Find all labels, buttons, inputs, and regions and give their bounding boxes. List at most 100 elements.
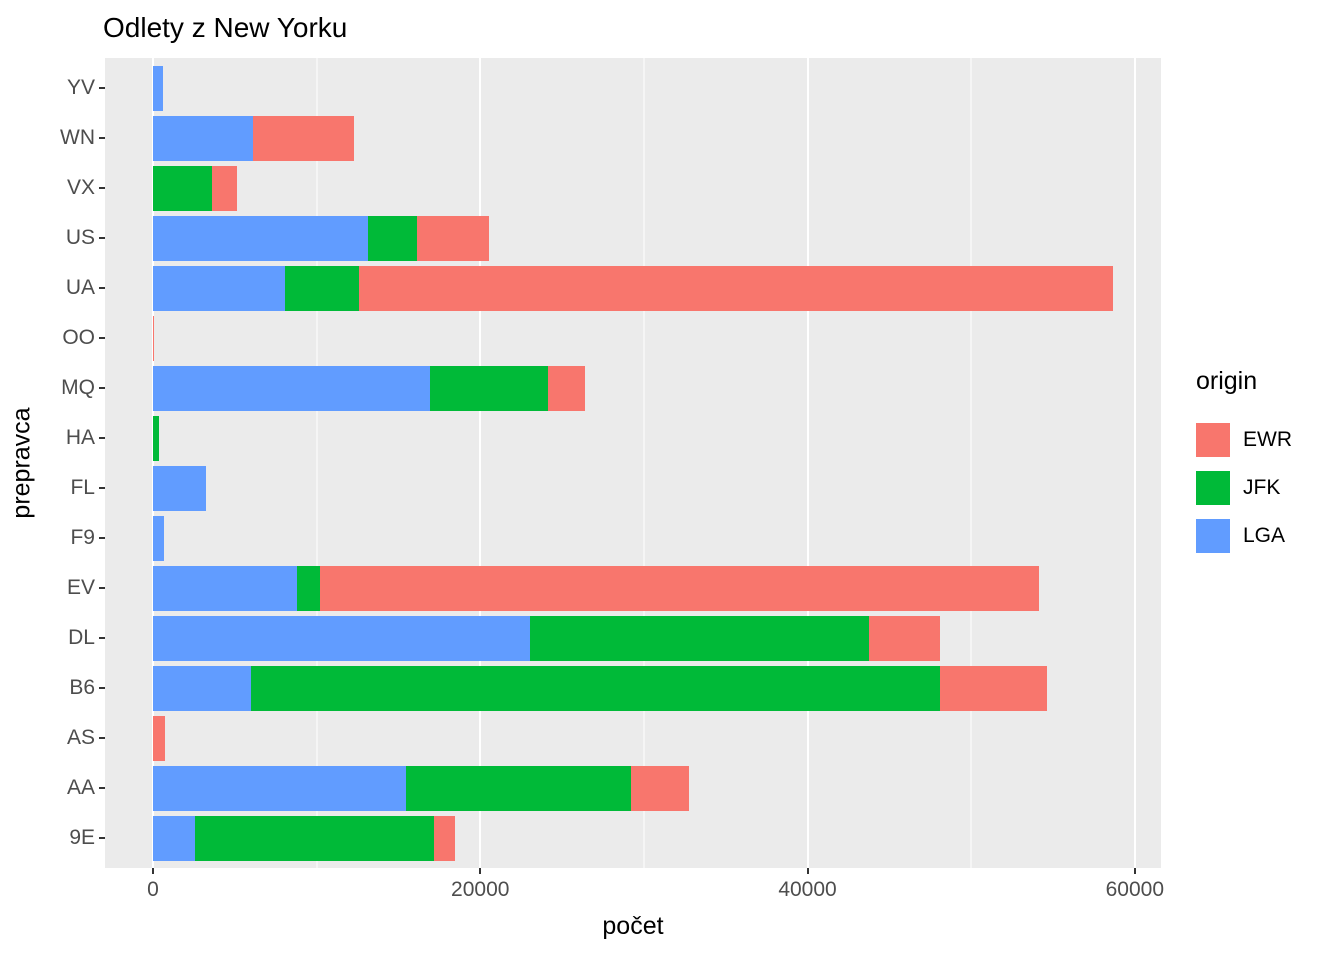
x-axis-ticks bbox=[105, 868, 1161, 874]
y-tick bbox=[99, 737, 105, 739]
bar-segment-9E-EWR bbox=[434, 815, 456, 861]
x-tick-label: 0 bbox=[147, 878, 159, 901]
legend: origin EWR JFK LGA bbox=[1196, 366, 1292, 560]
y-axis-ticks bbox=[99, 58, 105, 868]
bar-segment-EV-JFK bbox=[297, 565, 321, 611]
y-tick-label-F9: F9 bbox=[70, 526, 95, 549]
bar-segment-9E-JFK bbox=[194, 815, 435, 861]
major-gridline bbox=[479, 58, 482, 868]
y-tick-label-AS: AS bbox=[66, 726, 95, 749]
y-tick-label-YV: YV bbox=[66, 76, 95, 99]
bar-segment-US-JFK bbox=[367, 215, 417, 261]
y-axis-tick-labels: YV WN VX US UA OO MQ HA FL F9 EV DL B6 AS AA 9E bbox=[0, 58, 95, 868]
y-tick bbox=[99, 636, 105, 639]
lga-swatch-icon bbox=[1196, 519, 1230, 553]
major-gridline bbox=[151, 58, 154, 868]
y-tick bbox=[99, 787, 105, 789]
plot-panel bbox=[105, 58, 1161, 868]
legend-label: LGA bbox=[1243, 524, 1286, 547]
bar-segment-MQ-JFK bbox=[429, 365, 548, 411]
major-gridline bbox=[806, 58, 809, 868]
x-axis-title: počet bbox=[602, 912, 664, 940]
major-gridline bbox=[1133, 58, 1136, 868]
bar-segment-UA-EWR bbox=[358, 265, 1113, 311]
bar-segment-VX-EWR bbox=[211, 165, 238, 211]
bar-segment-MQ-EWR bbox=[547, 365, 585, 411]
y-tick-label-FL: FL bbox=[70, 476, 95, 499]
bar-segment-B6-JFK bbox=[251, 665, 940, 711]
bar-segment-MQ-LGA bbox=[152, 365, 430, 411]
y-tick bbox=[99, 687, 105, 689]
y-tick bbox=[99, 537, 105, 539]
legend-label: JFK bbox=[1243, 476, 1281, 499]
bar-segment-EV-EWR bbox=[320, 565, 1040, 611]
y-tick bbox=[99, 587, 105, 589]
legend-entry-EWR: EWR bbox=[1196, 416, 1292, 464]
ewr-swatch-icon bbox=[1196, 423, 1230, 457]
y-tick bbox=[99, 237, 105, 239]
bar-segment-AA-EWR bbox=[631, 765, 689, 811]
y-tick bbox=[99, 837, 105, 839]
bar-segment-DL-LGA bbox=[152, 615, 531, 661]
x-tick bbox=[1133, 868, 1136, 874]
y-tick bbox=[99, 87, 105, 89]
legend-entry-LGA: LGA bbox=[1196, 512, 1292, 560]
bar-segment-B6-EWR bbox=[939, 665, 1048, 711]
bar-segment-AA-LGA bbox=[152, 765, 406, 811]
bar-segment-WN-EWR bbox=[252, 115, 354, 161]
bar-segment-B6-LGA bbox=[152, 665, 252, 711]
x-tick bbox=[806, 868, 809, 874]
bar-segment-DL-EWR bbox=[869, 615, 941, 661]
x-axis-tick-labels: 0 20000 40000 60000 bbox=[105, 878, 1165, 904]
x-tick bbox=[479, 868, 482, 874]
jfk-swatch-icon bbox=[1196, 471, 1230, 505]
x-tick-label: 20000 bbox=[451, 878, 510, 901]
y-tick bbox=[99, 137, 105, 139]
y-tick bbox=[99, 487, 105, 489]
bar-segment-YV-LGA bbox=[152, 65, 163, 111]
y-tick bbox=[99, 287, 105, 289]
minor-gridline bbox=[970, 58, 972, 868]
chart-title: Odlety z New Yorku bbox=[103, 12, 348, 43]
bar-segment-DL-JFK bbox=[530, 615, 870, 661]
y-tick-label-US: US bbox=[65, 226, 95, 249]
minor-gridline bbox=[316, 58, 318, 868]
bar-segment-UA-LGA bbox=[152, 265, 285, 311]
bar-segment-EV-LGA bbox=[152, 565, 298, 611]
y-tick bbox=[99, 187, 105, 189]
x-tick bbox=[151, 868, 154, 874]
bar-segment-9E-LGA bbox=[152, 815, 195, 861]
y-tick-label-MQ: MQ bbox=[61, 376, 95, 399]
bar-segment-VX-JFK bbox=[152, 165, 212, 211]
y-tick-label-HA: HA bbox=[65, 426, 95, 449]
y-tick-label-EV: EV bbox=[66, 576, 95, 599]
bar-segment-HA-JFK bbox=[152, 415, 159, 461]
bar-segment-UA-JFK bbox=[284, 265, 359, 311]
y-tick-label-UA: UA bbox=[65, 276, 95, 299]
bar-segment-WN-LGA bbox=[152, 115, 253, 161]
legend-entry-JFK: JFK bbox=[1196, 464, 1292, 512]
bar-segment-AS-EWR bbox=[152, 715, 165, 761]
legend-entries: EWR JFK LGA bbox=[1196, 416, 1292, 560]
bar-segment-FL-LGA bbox=[152, 465, 207, 511]
legend-title: origin bbox=[1196, 367, 1258, 395]
y-tick-label-B6: B6 bbox=[69, 676, 95, 699]
bar-segment-US-EWR bbox=[416, 215, 489, 261]
y-tick-label-WN: WN bbox=[60, 126, 95, 149]
y-tick-label-DL: DL bbox=[68, 625, 95, 649]
y-tick-label-OO: OO bbox=[62, 326, 95, 349]
bar-segment-US-LGA bbox=[152, 215, 368, 261]
y-tick bbox=[99, 437, 105, 439]
y-tick-label-9E: 9E bbox=[69, 826, 95, 849]
y-tick-label-AA: AA bbox=[66, 776, 95, 799]
y-tick bbox=[99, 337, 105, 339]
bar-segment-F9-LGA bbox=[152, 515, 165, 561]
minor-gridline bbox=[643, 58, 645, 868]
legend-label: EWR bbox=[1243, 428, 1292, 451]
y-tick-label-VX: VX bbox=[66, 176, 95, 199]
x-tick-label: 40000 bbox=[778, 878, 837, 901]
y-tick bbox=[99, 387, 105, 389]
bar-segment-AA-JFK bbox=[405, 765, 632, 811]
x-tick-label: 60000 bbox=[1105, 878, 1165, 901]
